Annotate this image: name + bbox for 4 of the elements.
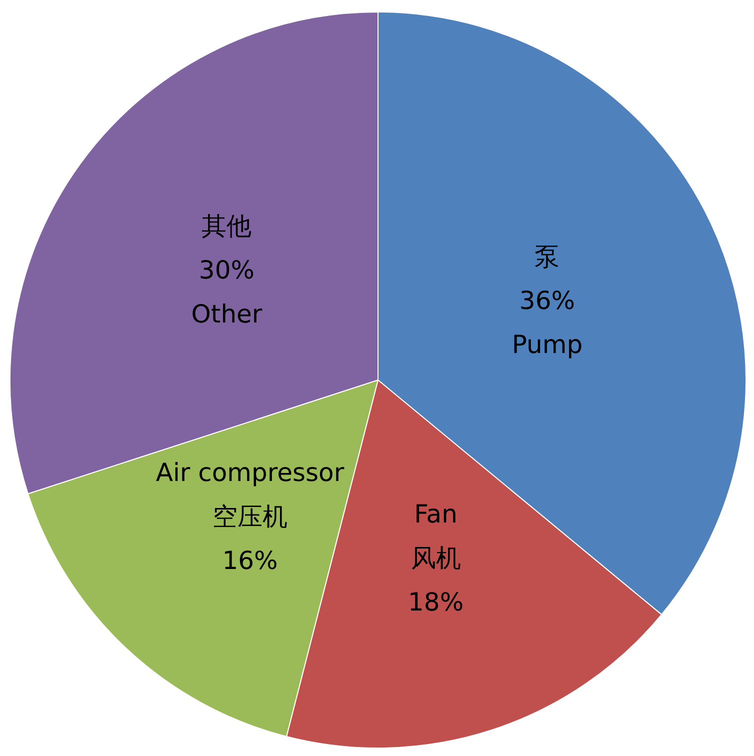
slice-label: 其他 30% Other xyxy=(191,212,263,329)
slice-label: 泵 36% Pump xyxy=(512,242,583,359)
slice-label: Air compressor 空压机 16% xyxy=(156,458,345,575)
slice-label: Fan 风机 18% xyxy=(408,499,464,616)
